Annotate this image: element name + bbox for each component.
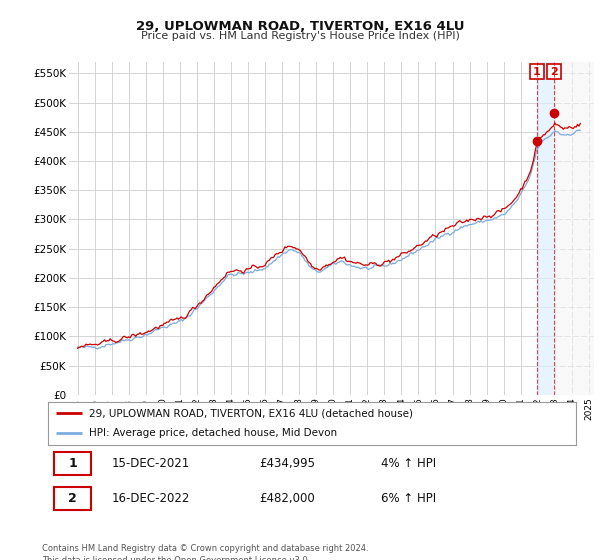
Text: £482,000: £482,000 <box>259 492 315 505</box>
Text: 4% ↑ HPI: 4% ↑ HPI <box>380 457 436 470</box>
Text: £434,995: £434,995 <box>259 457 315 470</box>
Text: 6% ↑ HPI: 6% ↑ HPI <box>380 492 436 505</box>
Bar <box>554 62 594 395</box>
FancyBboxPatch shape <box>55 487 91 510</box>
Text: 29, UPLOWMAN ROAD, TIVERTON, EX16 4LU: 29, UPLOWMAN ROAD, TIVERTON, EX16 4LU <box>136 20 464 32</box>
Text: Price paid vs. HM Land Registry's House Price Index (HPI): Price paid vs. HM Land Registry's House … <box>140 31 460 41</box>
Text: 16-DEC-2022: 16-DEC-2022 <box>112 492 190 505</box>
Text: 2: 2 <box>550 67 558 77</box>
Text: HPI: Average price, detached house, Mid Devon: HPI: Average price, detached house, Mid … <box>89 428 337 438</box>
Text: 15-DEC-2021: 15-DEC-2021 <box>112 457 190 470</box>
Text: 1: 1 <box>533 67 541 77</box>
Text: 29, UPLOWMAN ROAD, TIVERTON, EX16 4LU (detached house): 29, UPLOWMAN ROAD, TIVERTON, EX16 4LU (d… <box>89 408 413 418</box>
Bar <box>554 62 594 395</box>
Text: Contains HM Land Registry data © Crown copyright and database right 2024.
This d: Contains HM Land Registry data © Crown c… <box>42 544 368 560</box>
Bar <box>537 62 554 395</box>
Text: 2: 2 <box>68 492 77 505</box>
Text: 1: 1 <box>68 457 77 470</box>
FancyBboxPatch shape <box>55 452 91 475</box>
